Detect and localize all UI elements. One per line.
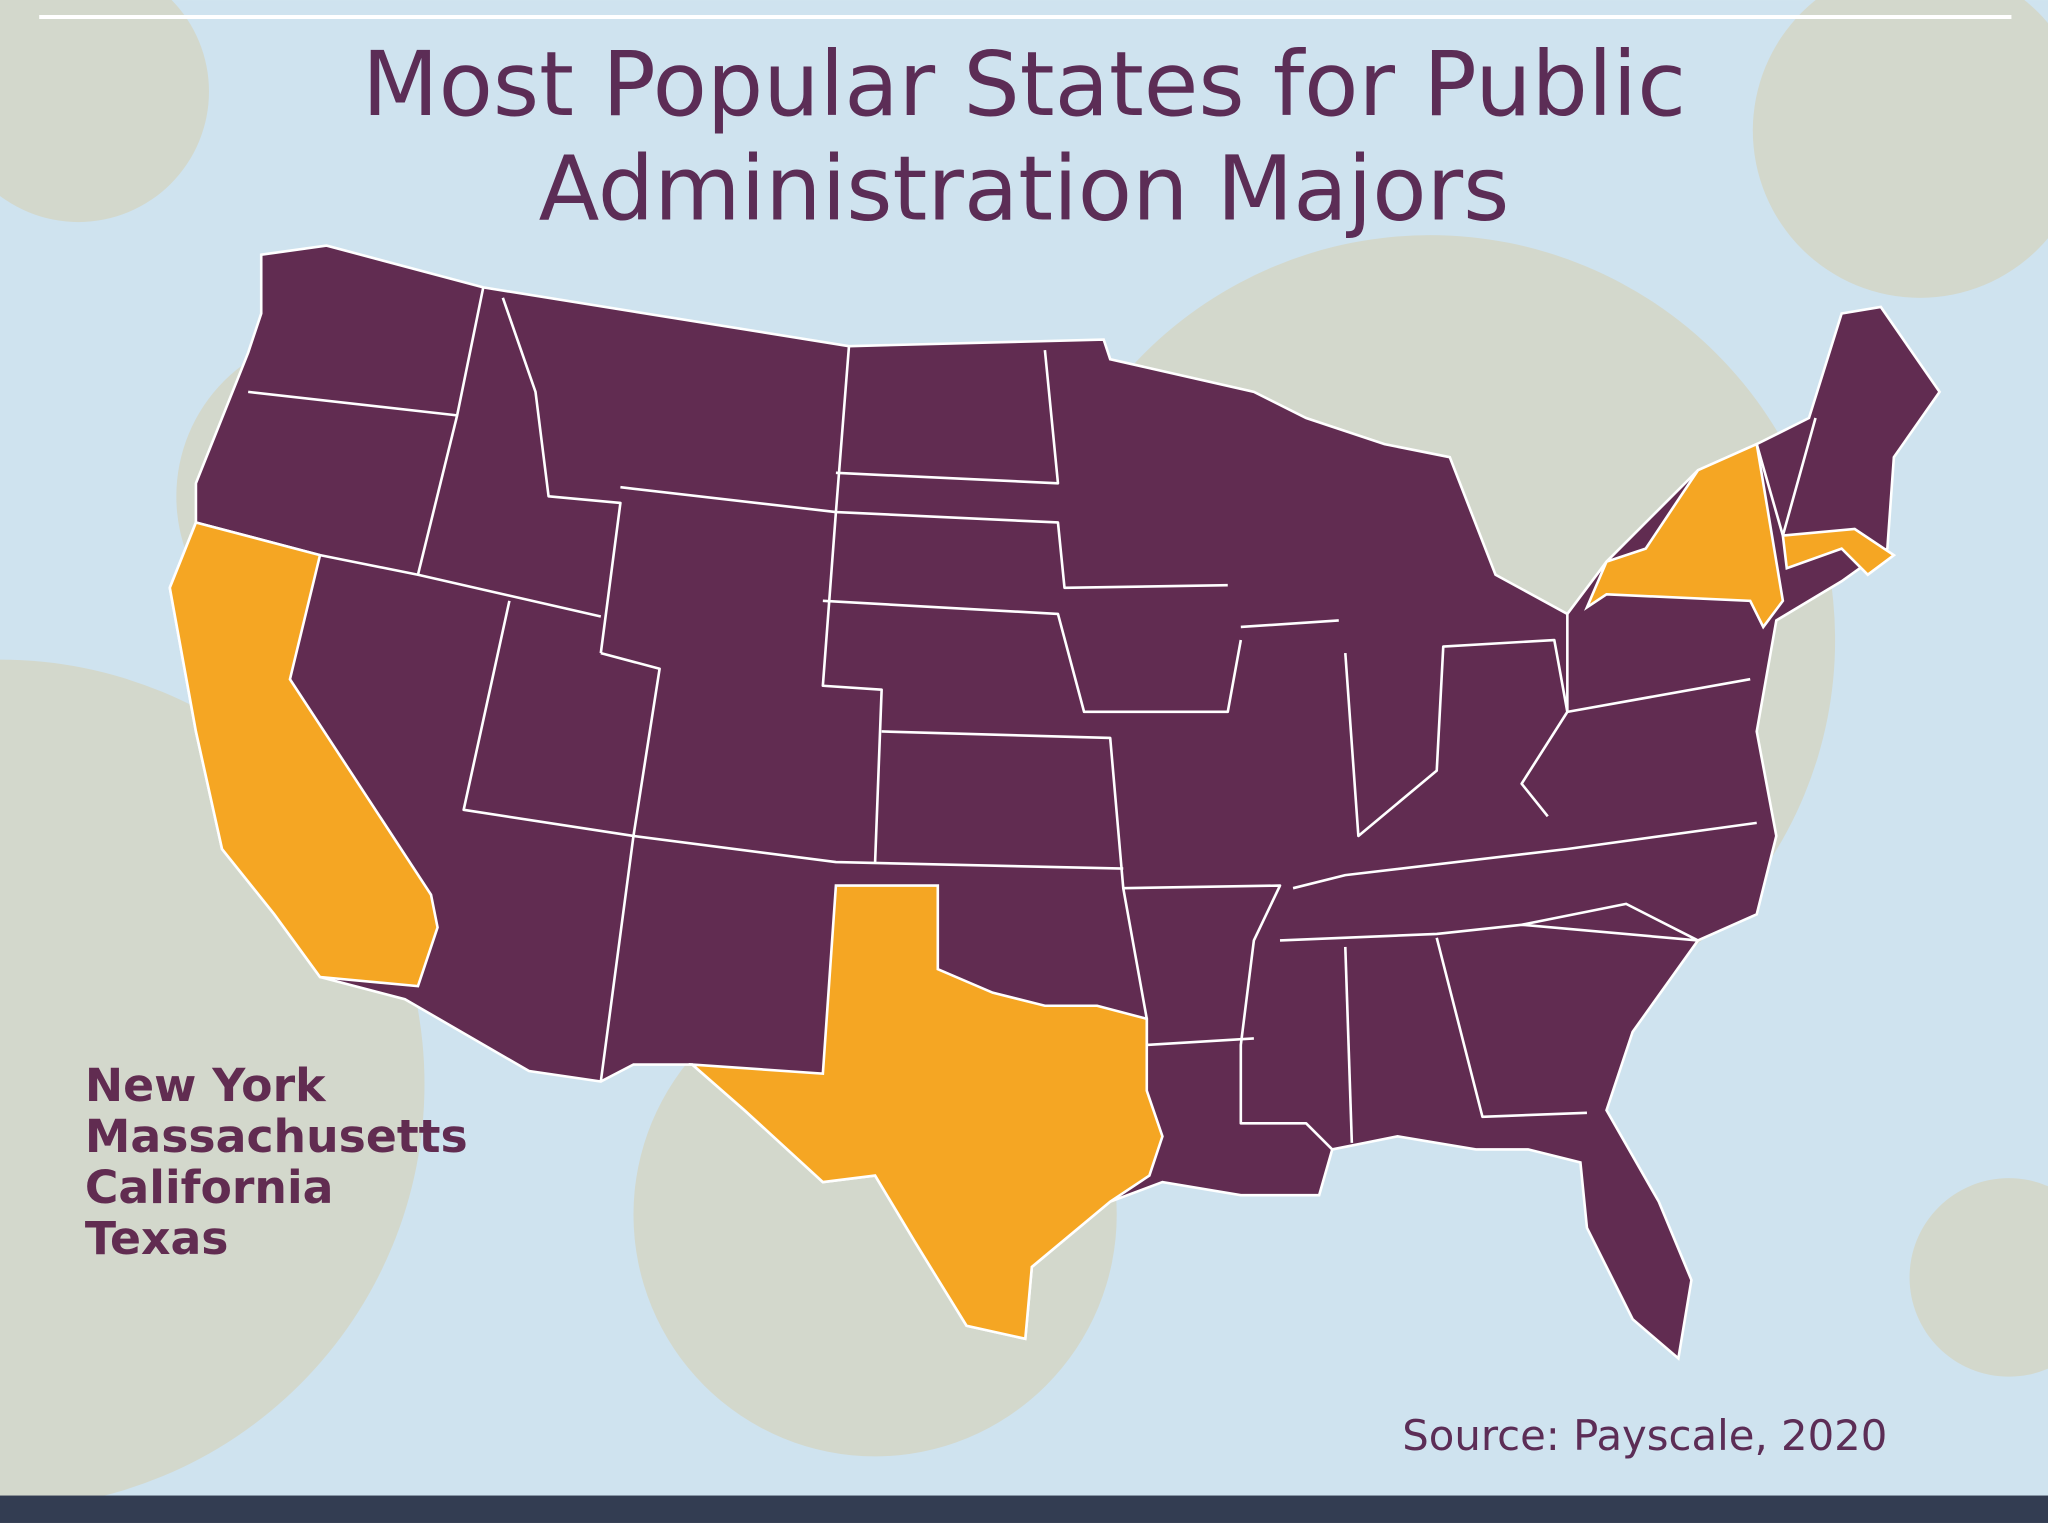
state-label: New York	[85, 1059, 327, 1112]
state-texas	[688, 884, 1164, 1341]
state-new-york	[1584, 442, 1785, 630]
title-line: Administration Majors	[539, 137, 1510, 240]
state-label: Texas	[85, 1212, 229, 1265]
source: Source: Payscale, 2020	[1402, 1411, 1887, 1460]
title-line: Most Popular States for Public	[362, 33, 1686, 136]
state-massachusetts	[1781, 527, 1897, 577]
us-outline	[168, 244, 1942, 1361]
state-label: California	[85, 1161, 334, 1214]
state-label: Massachusetts	[85, 1110, 468, 1163]
us-map	[168, 244, 1942, 1361]
state-borders	[195, 287, 1817, 1151]
state-california	[168, 520, 439, 988]
footer-bar	[0, 1495, 2048, 1523]
